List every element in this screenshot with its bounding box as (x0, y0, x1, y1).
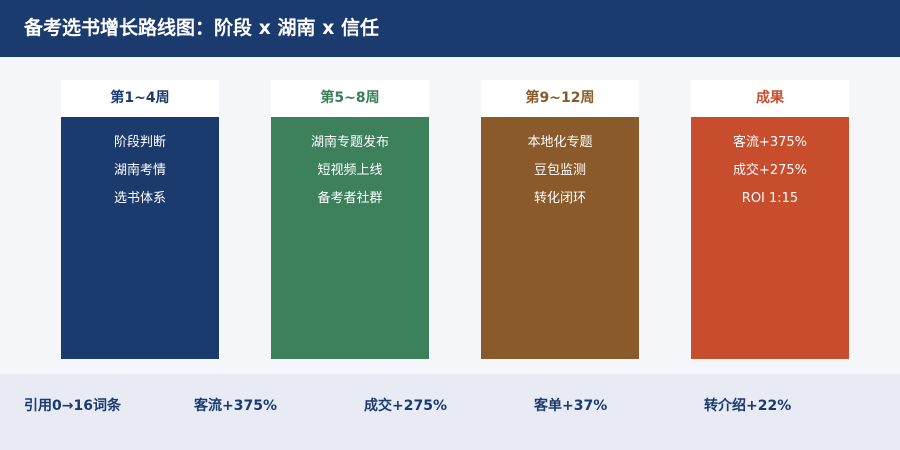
page-title: 备考选书增长路线图：阶段 x 湖南 x 信任 (24, 17, 379, 39)
stage-body: 阶段判断 湖南考情 选书体系 (61, 117, 219, 359)
stage-body: 湖南专题发布 短视频上线 备考者社群 (271, 117, 429, 359)
stage-item-list: 本地化专题 豆包监测 转化闭环 (481, 133, 639, 217)
stage-item: 豆包监测 (533, 163, 586, 178)
stage-item: 选书体系 (113, 191, 166, 206)
stage-card-weeks-9-12: 第9~12周 本地化专题 豆包监测 转化闭环 (481, 80, 639, 359)
header-bar: 备考选书增长路线图：阶段 x 湖南 x 信任 (0, 0, 900, 57)
stage-item: 短视频上线 (317, 163, 383, 178)
stage-body: 客流+375% 成交+275% ROI 1:15 (691, 117, 849, 359)
stage-label: 第5~8周 (271, 80, 429, 117)
stage-item: 成交+275% (732, 163, 808, 178)
stage-label: 第1~4周 (61, 80, 219, 117)
stage-label: 成果 (691, 80, 849, 117)
stage-card-results: 成果 客流+375% 成交+275% ROI 1:15 (691, 80, 849, 359)
metric-order-value: 客单+37% (534, 398, 608, 414)
stage-item: 湖南考情 (113, 163, 166, 178)
stage-item: 本地化专题 (527, 135, 593, 150)
stage-item-list: 客流+375% 成交+275% ROI 1:15 (691, 133, 849, 217)
metric-traffic: 客流+375% (194, 398, 277, 414)
stage-item: 转化闭环 (533, 191, 586, 206)
stage-item: 备考者社群 (317, 191, 383, 206)
stage-item-list: 阶段判断 湖南考情 选书体系 (61, 133, 219, 217)
stage-label: 第9~12周 (481, 80, 639, 117)
metric-citations: 引用0→16词条 (24, 398, 121, 414)
stage-body: 本地化专题 豆包监测 转化闭环 (481, 117, 639, 359)
stage-item: 阶段判断 (113, 135, 166, 150)
stage-item: 湖南专题发布 (310, 135, 389, 150)
metric-deals: 成交+275% (364, 398, 447, 414)
stage-item: ROI 1:15 (741, 191, 799, 206)
stage-item: 客流+375% (732, 135, 808, 150)
stage-card-weeks-5-8: 第5~8周 湖南专题发布 短视频上线 备考者社群 (271, 80, 429, 359)
stage-item-list: 湖南专题发布 短视频上线 备考者社群 (271, 133, 429, 217)
metric-referrals: 转介绍+22% (704, 398, 792, 414)
stage-card-weeks-1-4: 第1~4周 阶段判断 湖南考情 选书体系 (61, 80, 219, 359)
metrics-footer: 引用0→16词条 客流+375% 成交+275% 客单+37% 转介绍+22% (0, 374, 900, 450)
